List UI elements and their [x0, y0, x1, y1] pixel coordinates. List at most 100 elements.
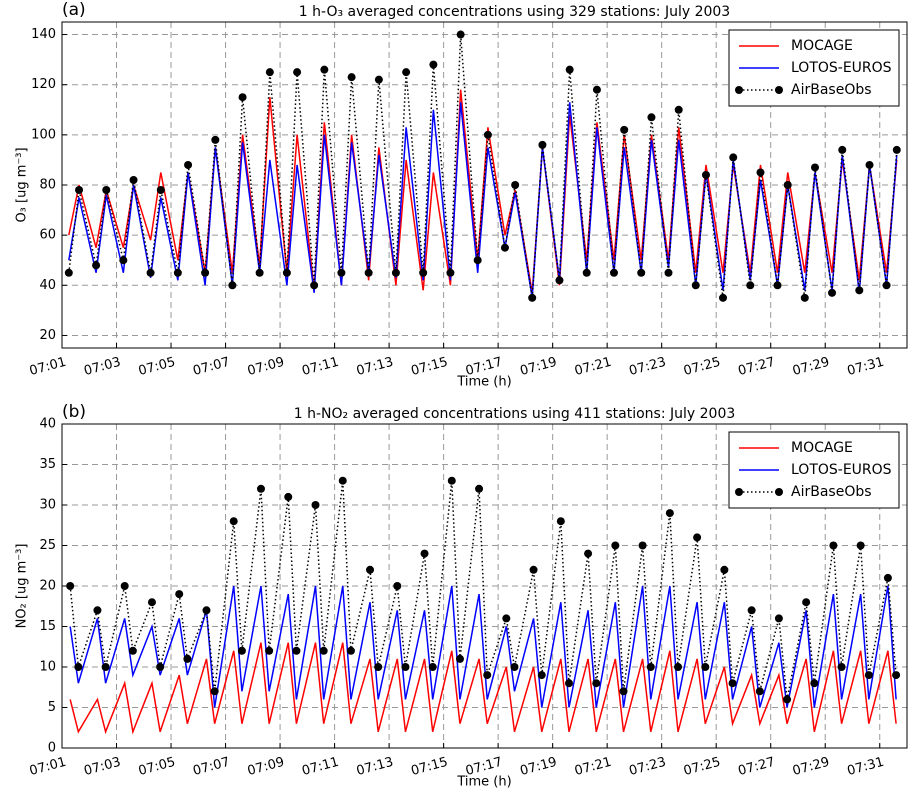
- data-point: [64, 268, 73, 277]
- data-point: [693, 533, 702, 542]
- x-tick-label: 07:13: [355, 755, 395, 779]
- x-tick-label: 07:11: [300, 755, 340, 779]
- x-tick-label: 07:09: [246, 755, 286, 779]
- x-tick-label: 07:27: [737, 755, 777, 779]
- x-tick-label: 07:21: [573, 755, 613, 779]
- data-point: [611, 541, 620, 550]
- data-point: [93, 606, 102, 615]
- data-point: [265, 68, 274, 77]
- data-point: [691, 281, 700, 290]
- data-point: [638, 541, 647, 550]
- plot-frame: [61, 21, 908, 349]
- data-point: [637, 268, 646, 277]
- x-tick-label: 07:31: [846, 755, 886, 779]
- data-point: [755, 687, 764, 696]
- data-point: [238, 93, 247, 102]
- data-point: [102, 186, 111, 195]
- data-point: [811, 163, 820, 172]
- legend-label: AirBaseObs: [791, 484, 872, 500]
- data-point: [783, 181, 792, 189]
- data-point: [865, 160, 874, 169]
- x-tick-label: 07:07: [191, 355, 231, 379]
- x-tick-label: 07:05: [137, 355, 177, 379]
- panel-label: (b): [62, 402, 86, 422]
- data-point: [529, 565, 538, 574]
- data-point: [310, 281, 319, 290]
- data-point: [119, 256, 128, 265]
- y-tick-label: 5: [48, 700, 56, 715]
- data-point: [338, 476, 347, 485]
- data-point: [320, 65, 329, 74]
- x-tick-label: 07:27: [737, 355, 777, 379]
- y-tick-label: 30: [39, 498, 56, 513]
- y-tick-label: 15: [39, 619, 56, 634]
- data-point: [211, 135, 220, 144]
- x-tick-label: 07:13: [355, 355, 395, 379]
- data-point: [374, 663, 383, 671]
- data-point: [401, 663, 410, 671]
- x-tick-label: 07:31: [846, 355, 886, 379]
- chart-title: 1 h-NO₂ averaged concentrations using 41…: [294, 406, 736, 422]
- data-point: [592, 679, 601, 688]
- data-point: [565, 65, 574, 74]
- data-point: [810, 679, 819, 688]
- y-tick-label: 40: [39, 417, 56, 432]
- series-line: [68, 34, 898, 298]
- data-point: [175, 590, 184, 599]
- data-point: [146, 268, 155, 277]
- data-point: [582, 268, 591, 277]
- x-tick-label: 07:09: [246, 355, 286, 379]
- data-point: [565, 679, 573, 688]
- y-tick-label: 60: [39, 228, 56, 243]
- data-point: [510, 663, 519, 671]
- data-point: [774, 614, 783, 623]
- data-point: [366, 565, 375, 574]
- y-tick-label: 0: [48, 741, 56, 756]
- data-point: [293, 68, 302, 77]
- data-point: [337, 268, 346, 277]
- data-point: [720, 565, 729, 574]
- data-point: [701, 663, 710, 671]
- data-point: [156, 663, 165, 671]
- data-point: [429, 60, 438, 69]
- data-point: [446, 268, 455, 277]
- data-point: [609, 268, 618, 277]
- y-tick-label: 20: [39, 579, 56, 594]
- legend-label: MOCAGE: [791, 440, 853, 456]
- data-point: [647, 113, 656, 122]
- x-tick-label: 07:19: [519, 755, 559, 779]
- plot-marks: [64, 30, 901, 302]
- y-tick-label: 100: [31, 127, 56, 142]
- plot-marks: [66, 476, 901, 735]
- series-line: [69, 642, 897, 735]
- data-point: [128, 646, 137, 655]
- data-point: [892, 671, 901, 680]
- data-point: [256, 484, 265, 493]
- data-point: [528, 293, 537, 302]
- data-point: [829, 541, 838, 550]
- data-point: [674, 105, 683, 114]
- data-point: [828, 288, 837, 297]
- y-tick-label: 25: [39, 538, 56, 553]
- panel-label: (a): [62, 0, 86, 20]
- data-point: [883, 573, 892, 582]
- data-point: [311, 501, 320, 509]
- data-point: [483, 130, 492, 139]
- x-tick-label: 07:11: [300, 355, 340, 379]
- data-point: [747, 606, 756, 615]
- data-point: [500, 243, 509, 252]
- data-point: [402, 68, 411, 77]
- x-tick-label: 07:03: [82, 355, 122, 379]
- data-point: [856, 541, 865, 550]
- legend-marker: [775, 488, 783, 496]
- data-point: [319, 646, 328, 655]
- data-point: [746, 281, 755, 290]
- legend-marker: [735, 488, 743, 496]
- data-point: [284, 492, 293, 501]
- data-point: [282, 268, 291, 277]
- data-point: [719, 293, 728, 302]
- data-point: [800, 293, 809, 302]
- x-tick-label: 07:23: [628, 355, 668, 379]
- x-tick-label: 07:07: [191, 755, 231, 779]
